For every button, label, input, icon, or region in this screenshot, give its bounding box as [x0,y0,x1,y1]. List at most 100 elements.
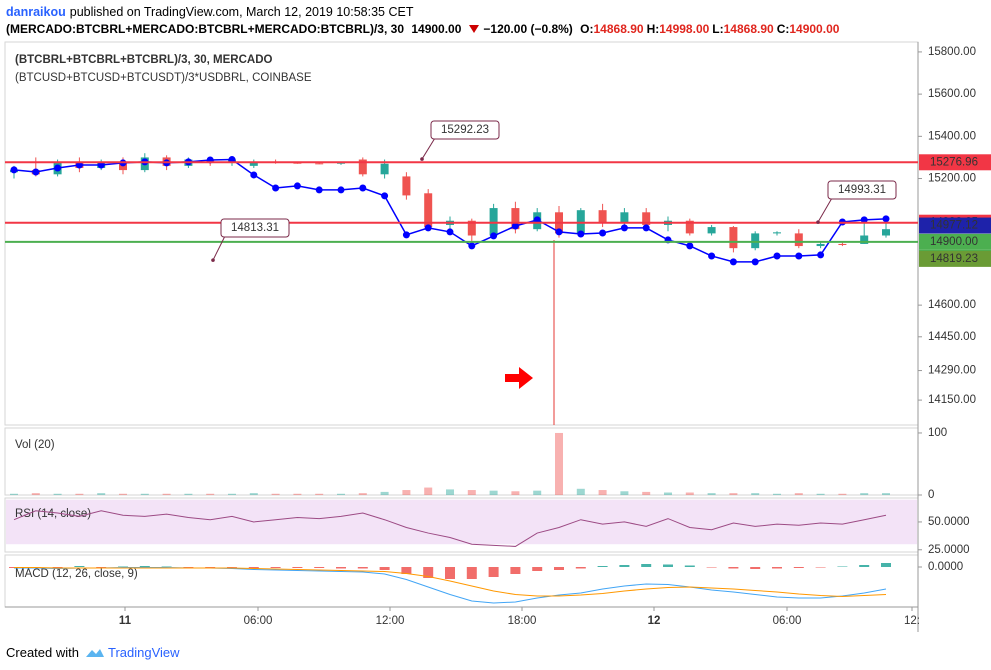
logo [85,648,104,657]
volume-bar [315,493,324,495]
compare-dot [424,224,432,232]
x-tick-label: 06:00 [773,615,802,627]
published: published on TradingView.com, March 12, … [69,5,414,19]
compare-dot [555,228,563,236]
compare-dot [402,231,410,239]
macd-hist [248,567,259,569]
candle-body [707,227,716,234]
y-tick-label: 14290.00 [928,365,976,377]
macd-hist [314,567,325,568]
macd-hist [52,567,63,568]
volume-bar [31,493,40,495]
compare-dot [620,224,628,232]
candle-body [685,220,694,234]
compare-dot [511,222,519,230]
ohlc-value: 14868.90 [723,22,774,36]
macd-hist [793,567,804,568]
y-tick-label: 0 [928,489,934,501]
panel-title: MACD (12, 26, close, 9) [15,568,138,580]
macd-hist [772,567,782,569]
candle-body [424,193,433,228]
macd-hist [270,567,281,568]
y-tick-label: 0.0000 [928,561,963,573]
macd-hist [74,566,85,567]
macd-hist [336,567,346,569]
macd-hist [118,566,128,567]
macd-hist [183,567,194,568]
volume-bar [620,491,629,495]
compare-dot [315,186,323,194]
x-tick-label: 12:00 [376,615,405,627]
footer: Created with TradingView [6,645,180,660]
compare-dot [228,156,236,164]
candle-body [838,243,847,246]
volume-bar [489,490,498,495]
author[interactable]: danraikou [6,5,66,19]
volume-bar [358,493,367,495]
volume-bar [882,493,890,495]
compare-dot [10,166,18,174]
volume-bar [773,493,781,495]
callout-box [220,218,290,238]
brand[interactable]: TradingView [107,645,180,660]
ohlc-label: H: [646,22,660,36]
macd-hist [357,567,368,569]
macd-hist [881,563,891,567]
macd-hist [837,566,848,567]
symbol-line: (MERCADO:BTCBRL+MERCADO:BTCBRL+MERCADO:B… [6,22,846,36]
macd-hist [488,567,499,577]
compare-dot [54,164,62,172]
price-label: 15276.96 [930,156,978,168]
compare-dot [293,182,301,190]
macd-hist [292,567,303,568]
candle-body [816,243,825,247]
volume-bar [162,493,171,495]
panel-frame [4,427,919,496]
macd-hist [227,567,237,568]
macd-hist [466,567,477,579]
candle-body [642,212,651,225]
volume-bar [446,489,454,495]
ohlc-value: 14998.00 [659,22,710,36]
volume-bar [685,492,694,495]
volume-bar [424,487,433,495]
candle-body [358,159,367,175]
compare-dot [751,258,759,266]
price-label-bg [919,250,991,267]
compare-dot [381,192,389,200]
compare-dot [272,184,280,192]
macd-hist [161,566,172,567]
callout-box [430,120,500,140]
volume-bar [402,490,411,495]
volume-bar [816,493,825,495]
y-tick-label: 15200.00 [928,173,976,185]
candle-body [467,220,476,236]
legend-main: (BTCBRL+BTCBRL+BTCBRL)/3, 30, MERCADO [15,54,273,66]
volume-bar [555,432,563,495]
callout-anchor [211,258,215,262]
ohlc-value: 14900.00 [789,22,840,36]
y-tick-label: 100 [928,427,947,439]
volume-bar [249,493,258,495]
change: −120.00 (−0.8%) [483,22,573,36]
ohlc-value: 14868.90 [593,22,644,36]
callout-pointer [212,235,226,261]
last-price: 14900.00 [411,22,462,36]
callout-anchor [816,220,820,224]
y-tick-label: 14600.00 [928,299,976,311]
ohlc-label: L: [712,22,724,36]
macd-hist [379,567,390,570]
macd-hist [510,567,521,574]
y-tick-label: 15400.00 [928,130,976,142]
y-tick-label: 15600.00 [928,88,976,100]
volume-bar [642,491,651,495]
candle-body [598,210,607,223]
volume-bar [729,493,738,495]
callout-box [827,180,897,200]
macd-hist [423,567,434,578]
callout-text: 14993.31 [838,184,886,196]
compare-dot [32,168,40,176]
candle-body [511,208,520,230]
compare-dot [773,252,781,260]
down-arrow [469,25,480,33]
